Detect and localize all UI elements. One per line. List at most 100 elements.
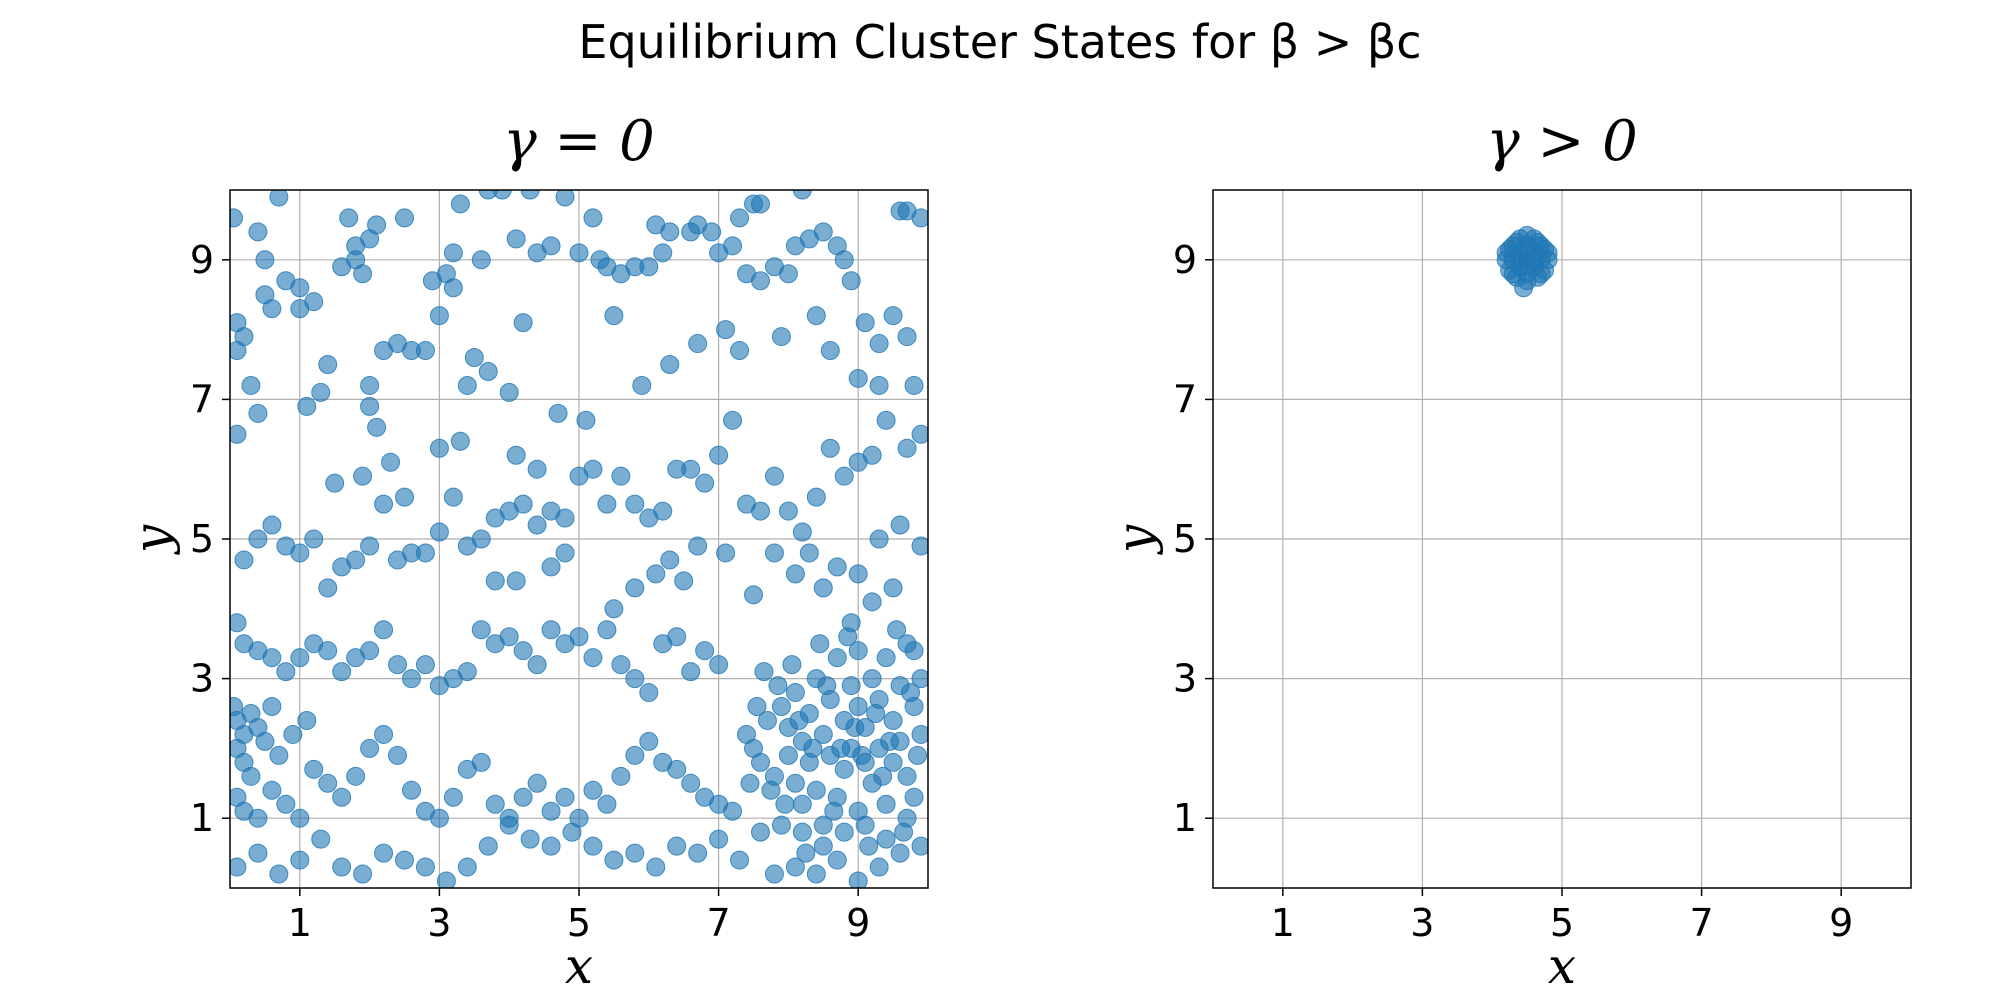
scatter-point xyxy=(848,641,868,661)
scatter-point xyxy=(887,620,907,640)
scatter-point xyxy=(262,515,282,535)
scatter-points xyxy=(1496,225,1558,298)
scatter-point xyxy=(478,836,498,856)
scatter-point xyxy=(297,396,317,416)
scatter-point xyxy=(723,410,743,430)
scatter-point xyxy=(744,585,763,605)
scatter-point xyxy=(730,850,750,870)
scatter-point xyxy=(464,348,484,368)
scatter-point xyxy=(869,334,889,354)
scatter-point xyxy=(555,543,575,563)
scatter-point xyxy=(667,459,687,479)
y-tick-label: 1 xyxy=(1173,796,1197,840)
scatter-point xyxy=(290,278,310,298)
y-tick-label: 9 xyxy=(190,238,214,282)
scatter-point xyxy=(520,190,540,200)
scatter-point xyxy=(806,306,826,326)
scatter-point xyxy=(876,829,896,849)
scatter-point xyxy=(695,473,715,493)
scatter-point xyxy=(904,641,924,661)
scatter-point xyxy=(611,766,631,786)
scatter-point xyxy=(304,292,324,312)
scatter-point xyxy=(297,710,317,730)
scatter-point xyxy=(869,857,889,877)
scatter-point xyxy=(862,669,882,689)
scatter-point xyxy=(597,794,617,814)
scatter-point xyxy=(360,738,380,758)
scatter-point xyxy=(478,190,498,200)
scatter-point xyxy=(450,194,470,214)
y-tick-label: 5 xyxy=(1173,517,1197,561)
scatter-point xyxy=(730,208,750,228)
y-tick-label: 3 xyxy=(190,657,214,701)
scatter-point xyxy=(230,857,247,877)
scatter-point xyxy=(702,222,722,242)
scatter-point xyxy=(908,745,928,765)
scatter-point xyxy=(269,864,289,884)
scatter-point xyxy=(831,738,851,758)
scatter-point xyxy=(897,808,917,828)
scatter-point xyxy=(541,620,561,640)
panel-gamma-zero: γ = 0 1 3 5 7 9 1 3 5 7 9 x y xyxy=(123,109,929,995)
scatter-point xyxy=(855,815,875,835)
scatter-point xyxy=(789,710,809,730)
scatter-point xyxy=(318,641,338,661)
scatter-point xyxy=(576,410,596,430)
panel-title: γ = 0 xyxy=(503,109,655,174)
scatter-point xyxy=(639,683,659,703)
scatter-point xyxy=(374,620,394,640)
scatter-point xyxy=(901,683,921,703)
scatter-point xyxy=(730,341,750,361)
scatter-point xyxy=(806,487,826,507)
scatter-point xyxy=(709,655,729,675)
scatter-point xyxy=(782,655,802,675)
scatter-point xyxy=(778,745,798,765)
scatter-point xyxy=(848,368,868,388)
scatter-points xyxy=(230,190,928,888)
scatter-point xyxy=(506,571,526,591)
scatter-point xyxy=(1496,243,1516,263)
scatter-point xyxy=(810,634,830,654)
scatter-point xyxy=(639,508,659,528)
scatter-point xyxy=(796,843,816,863)
scatter-point xyxy=(443,278,463,298)
scatter-point xyxy=(904,375,924,395)
scatter-point xyxy=(541,836,561,856)
scatter-point xyxy=(834,822,854,842)
scatter-point xyxy=(646,215,666,235)
scatter-point xyxy=(827,648,847,668)
scatter-point xyxy=(632,375,652,395)
scatter-point xyxy=(415,857,435,877)
scatter-point xyxy=(248,403,268,423)
scatter-point xyxy=(792,794,812,814)
scatter-point xyxy=(757,710,777,730)
scatter-point xyxy=(750,271,770,291)
scatter-point xyxy=(688,843,708,863)
scatter-point xyxy=(897,201,917,221)
scatter-point xyxy=(911,536,928,556)
scatter-point xyxy=(869,375,889,395)
scatter-point xyxy=(401,780,421,800)
scatter-point xyxy=(813,222,833,242)
scatter-point xyxy=(806,780,826,800)
y-tick-label: 3 xyxy=(1173,657,1197,701)
scatter-point xyxy=(855,313,875,333)
scatter-point xyxy=(367,215,387,235)
scatter-point xyxy=(873,766,893,786)
scatter-point xyxy=(415,655,435,675)
scatter-point xyxy=(415,341,435,361)
scatter-point xyxy=(820,341,840,361)
scatter-point xyxy=(485,508,505,528)
scatter-point xyxy=(304,529,324,549)
scatter-point xyxy=(499,815,519,835)
scatter-point xyxy=(388,550,408,570)
scatter-point xyxy=(709,445,729,465)
scatter-point xyxy=(583,648,603,668)
scatter-point xyxy=(813,724,833,744)
scatter-point xyxy=(890,843,910,863)
scatter-point xyxy=(457,662,477,682)
scatter-point xyxy=(318,773,338,793)
scatter-point xyxy=(499,382,519,402)
scatter-point xyxy=(318,578,338,598)
